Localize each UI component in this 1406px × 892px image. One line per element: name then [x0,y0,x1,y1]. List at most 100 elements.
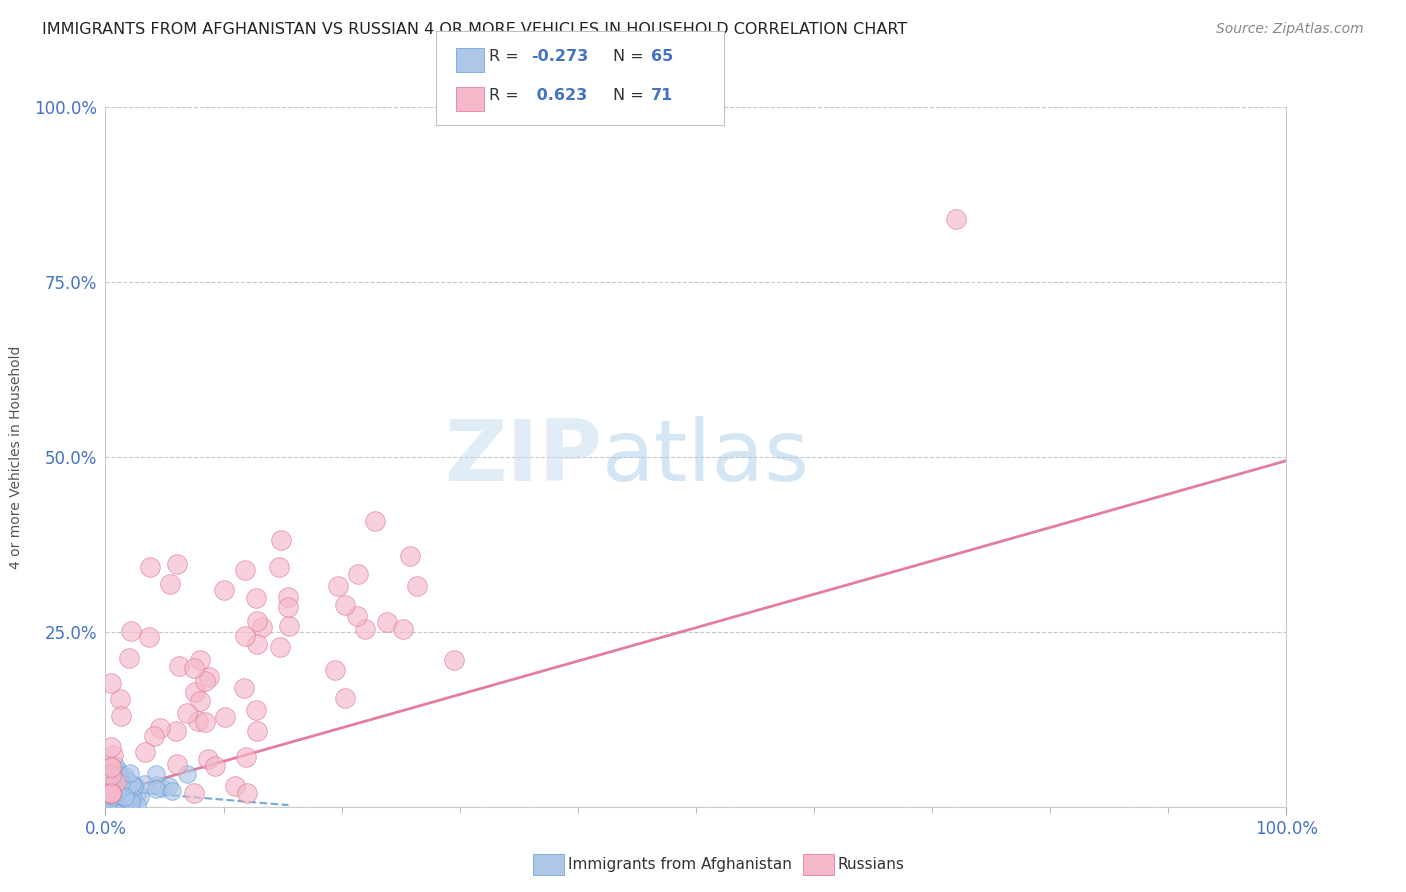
Point [188,653,211,667]
Point [105,775,128,789]
Point [105,789,128,803]
Text: N =: N = [613,49,650,63]
Point [105,781,128,796]
Point [96,799,118,814]
Point [269,640,291,654]
Point [107,786,129,800]
Point [108,780,131,794]
Point [325,663,347,677]
Point [97,782,120,797]
Point [100,675,122,690]
Point [98,775,121,789]
Point [145,781,167,796]
Point [114,769,136,783]
Point [246,614,269,628]
Point [120,796,142,810]
Y-axis label: 4 or more Vehicles in Household: 4 or more Vehicles in Household [8,345,22,569]
Point [98,767,121,781]
Text: 65: 65 [651,49,673,63]
Point [121,789,143,804]
Point [945,212,967,227]
Point [104,798,127,813]
Point [167,659,190,673]
Point [110,708,132,723]
Point [103,799,125,814]
Point [277,591,299,605]
Point [233,681,256,696]
Point [214,710,236,724]
Text: -0.273: -0.273 [531,49,589,63]
Point [101,797,124,812]
Point [96,781,118,796]
Point [270,533,292,547]
Point [111,786,134,800]
Point [277,619,299,633]
Point [96,765,118,780]
Point [160,784,183,798]
Point [100,786,122,800]
Point [96,798,118,813]
Point [107,767,129,781]
Point [143,730,166,744]
Point [110,789,132,803]
Point [107,763,129,777]
Point [233,563,256,577]
Point [159,576,181,591]
Point [150,781,173,796]
Point [108,692,131,706]
Point [245,591,267,606]
Point [124,778,146,792]
Point [127,785,149,799]
Point [236,786,259,800]
Point [198,670,221,684]
Point [120,624,142,638]
Point [166,756,188,771]
Point [176,706,198,720]
Text: atlas: atlas [602,416,810,499]
Text: 0.623: 0.623 [531,88,588,103]
Point [134,745,156,759]
Point [335,599,357,613]
Point [354,623,377,637]
Point [121,777,143,791]
Point [399,549,422,563]
Point [183,661,205,675]
Point [112,781,135,796]
Point [183,684,205,698]
Point [101,772,124,787]
Point [138,631,160,645]
Point [235,750,257,764]
Text: ZIP: ZIP [444,416,602,499]
Point [187,714,209,728]
Point [204,758,226,772]
Point [165,723,187,738]
Point [347,566,370,581]
Point [212,582,235,597]
Point [166,557,188,571]
Point [346,608,368,623]
Point [100,786,122,800]
Text: N =: N = [613,88,650,103]
Point [108,789,131,803]
Point [96,770,118,784]
Point [122,779,145,793]
Point [104,777,127,791]
Point [176,767,198,781]
Point [118,789,141,804]
Point [277,600,299,615]
Point [246,723,269,738]
Point [121,793,143,807]
Point [100,768,122,782]
Point [118,650,141,665]
Point [375,615,398,629]
Point [103,747,125,762]
Text: R =: R = [489,49,524,63]
Point [103,789,125,804]
Point [406,579,429,593]
Text: Source: ZipAtlas.com: Source: ZipAtlas.com [1216,22,1364,37]
Point [114,789,136,804]
Point [125,797,148,812]
Point [245,637,267,651]
Point [157,779,180,793]
Point [108,797,131,811]
